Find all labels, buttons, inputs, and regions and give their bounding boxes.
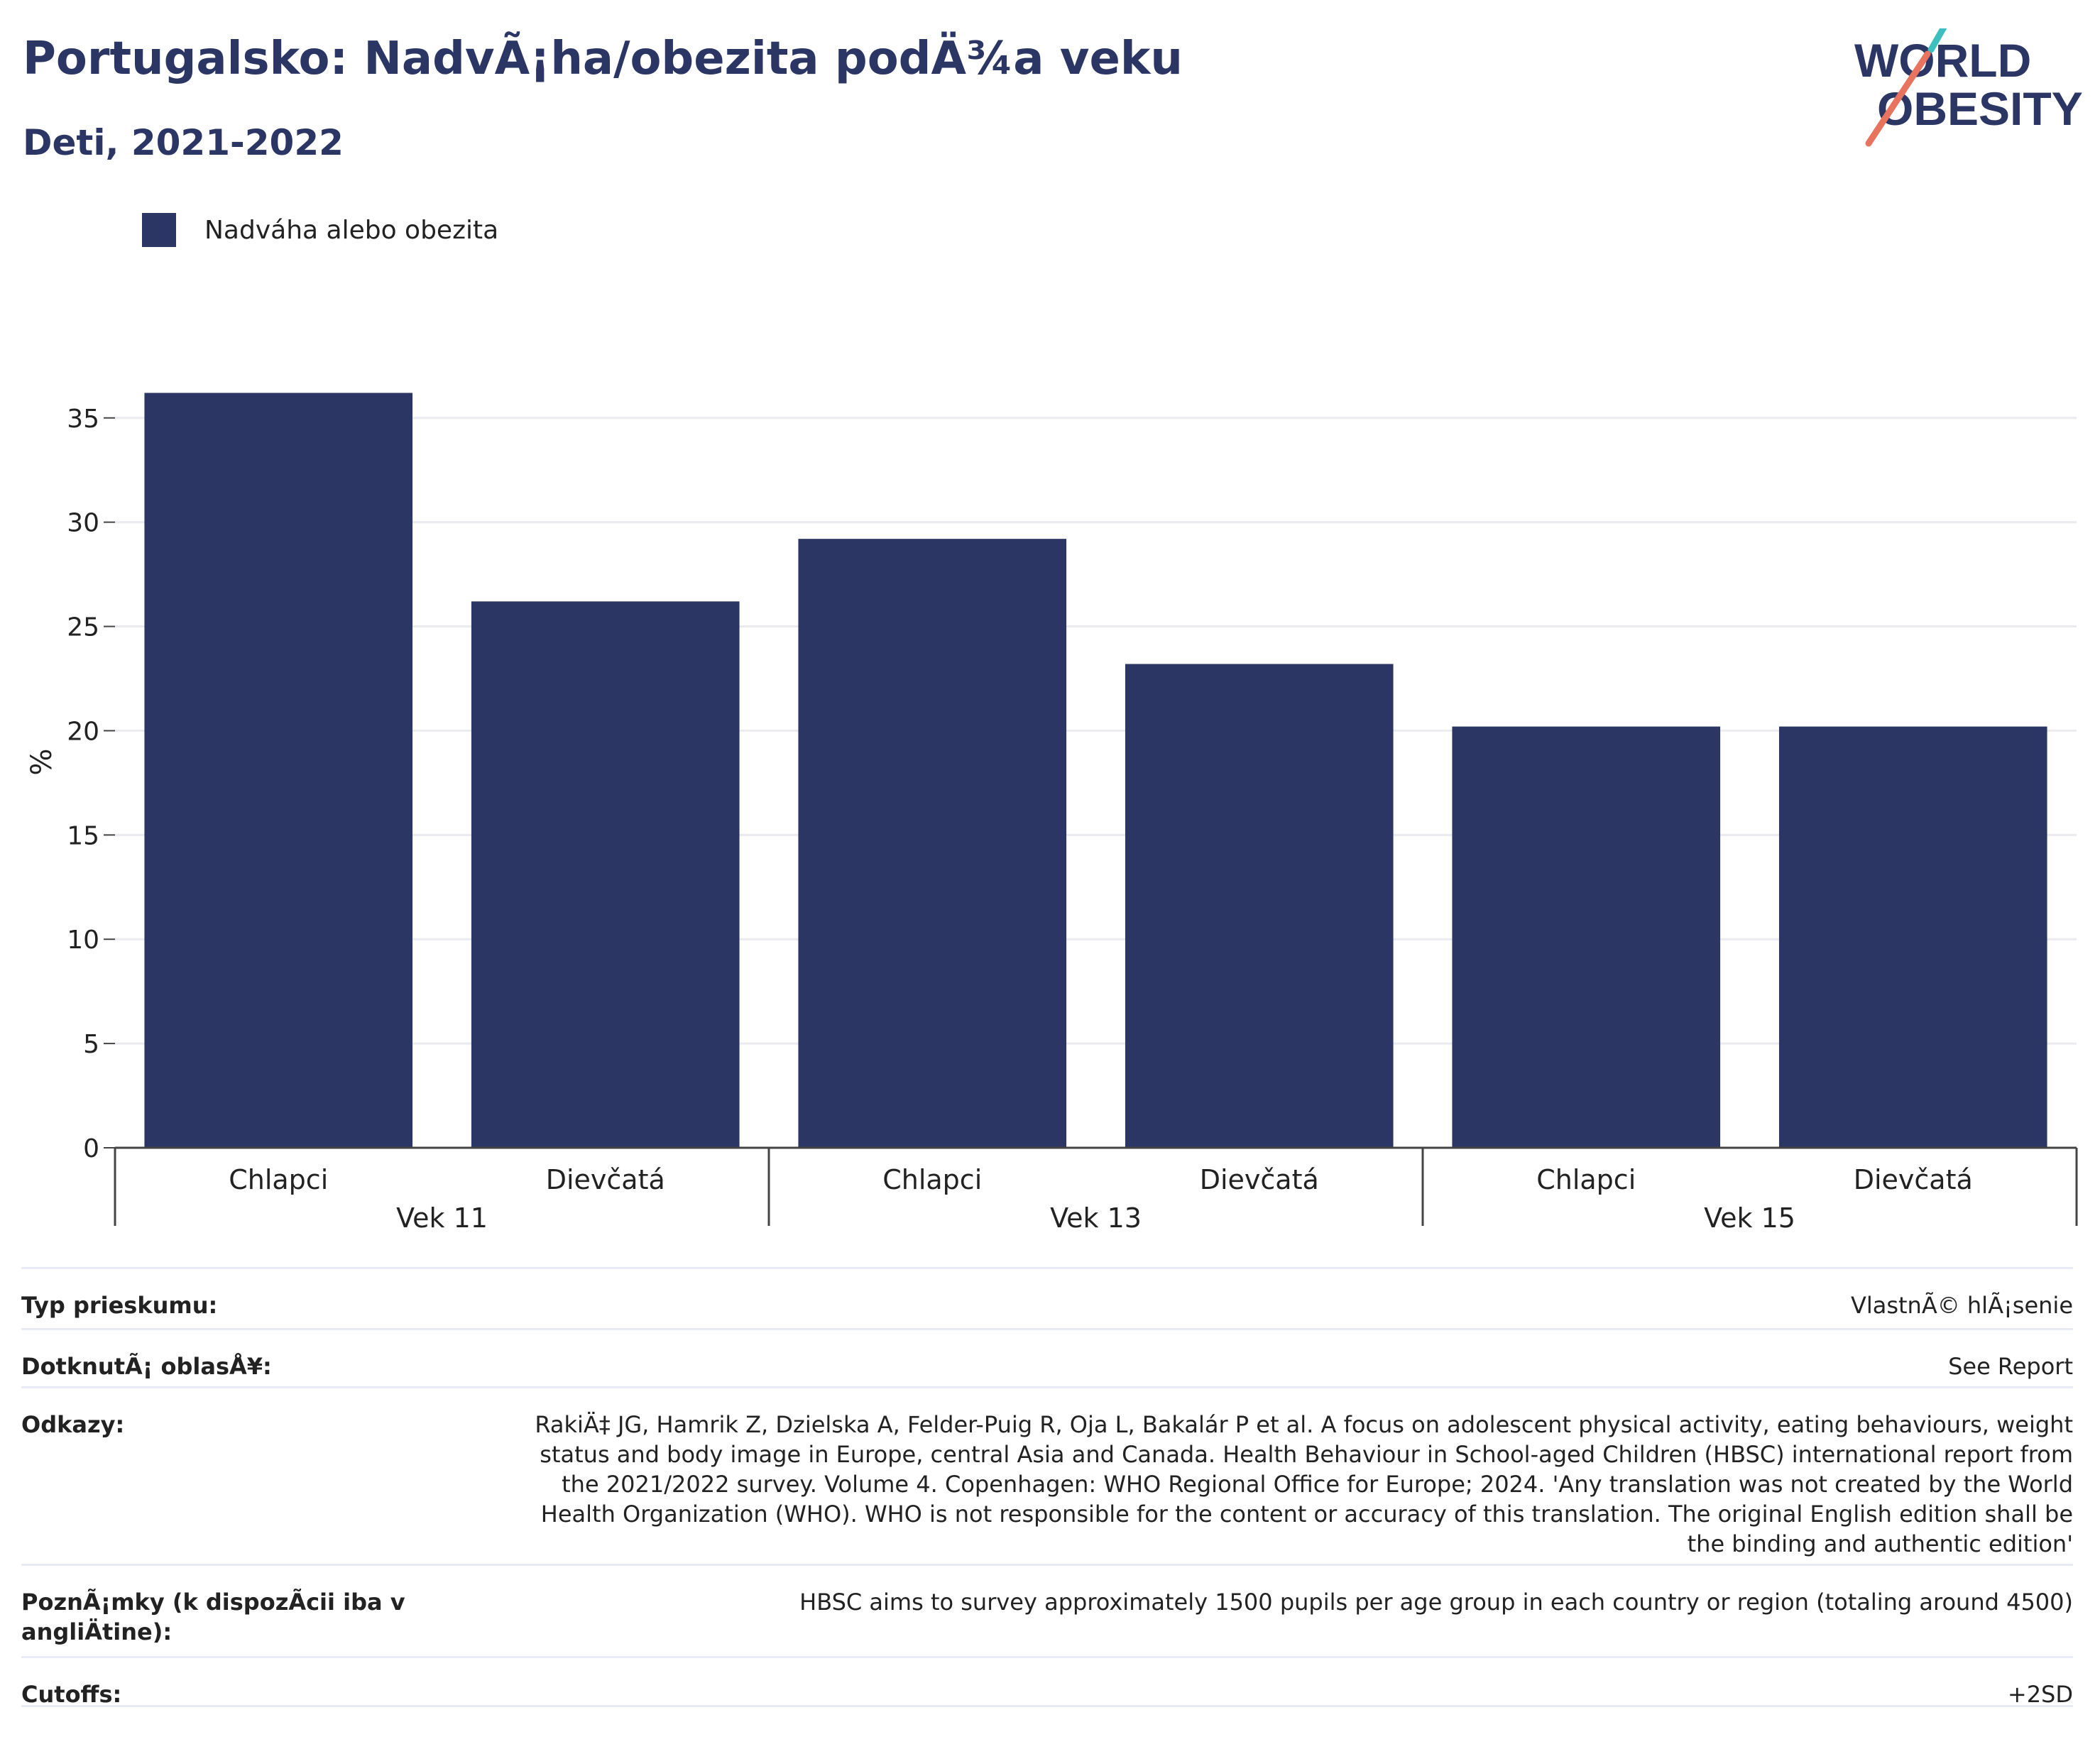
- info-row: Cutoffs: +2SD: [21, 1656, 2073, 1708]
- bar: [1452, 726, 1721, 1148]
- x-category-label: Chlapci: [229, 1164, 328, 1195]
- world-obesity-logo: WORLD OBESITY: [1854, 28, 2083, 147]
- x-category-label: Chlapci: [882, 1164, 982, 1195]
- x-group-label: Vek 15: [1704, 1202, 1795, 1234]
- info-row-value: VlastnÃ© hlÃ¡senie: [1850, 1292, 2073, 1319]
- x-category-label: Chlapci: [1536, 1164, 1636, 1195]
- info-row-label: Odkazy:: [21, 1411, 125, 1438]
- bar: [144, 393, 413, 1148]
- y-tick-label: 30: [67, 509, 99, 538]
- info-row: DotknutÃ¡ oblasÅ¥: See Report: [21, 1328, 2073, 1386]
- bar: [471, 601, 740, 1148]
- bar-chart: 0 5 10 15 20 25 30 35% Chlapci Dievčatá Vek 11 Chla…: [26, 393, 2078, 1234]
- bar: [1125, 664, 1394, 1148]
- chart-subtitle: Deti, 2021-2022: [23, 122, 344, 163]
- legend-swatch: [142, 213, 176, 247]
- logo-slash-coral: [1865, 50, 1931, 147]
- info-row-value: HBSC aims to survey approximately 1500 p…: [799, 1589, 2073, 1616]
- info-row: Odkazy: RakiÄ‡ JG, Hamrik Z, Dzielska A, …: [21, 1386, 2073, 1564]
- info-row-label: Cutoffs:: [21, 1681, 122, 1708]
- y-tick-label: 15: [67, 821, 99, 850]
- bar: [1778, 726, 2047, 1148]
- y-axis-label: %: [26, 748, 58, 775]
- info-row-label: DotknutÃ¡ oblasÅ¥:: [21, 1353, 272, 1380]
- y-tick-label: 0: [83, 1134, 99, 1163]
- y-tick-label: 5: [83, 1030, 99, 1059]
- bar: [798, 539, 1067, 1148]
- info-row: PoznÃ¡mky (k dispozÃcii iba v angliÄtine…: [21, 1564, 2073, 1656]
- logo-slash-teal: [1927, 28, 1947, 53]
- logo-word-world: WORLD: [1854, 34, 2031, 87]
- logo-word-obesity: OBESITY: [1877, 82, 2083, 135]
- x-category-label: Dievčatá: [546, 1164, 665, 1195]
- x-category-label: Dievčatá: [1200, 1164, 1319, 1195]
- x-category-label: Dievčatá: [1854, 1164, 1973, 1195]
- info-row: Typ prieskumu: VlastnÃ© hlÃ¡senie: [21, 1267, 2073, 1328]
- info-row-label: PoznÃ¡mky (k dispozÃcii iba v angliÄtine…: [21, 1589, 405, 1645]
- x-group-label: Vek 11: [396, 1202, 488, 1234]
- info-row-value: See Report: [1948, 1353, 2073, 1380]
- info-row-value: RakiÄ‡ JG, Hamrik Z, Dzielska A, Felder-…: [535, 1411, 2073, 1557]
- legend-label: Nadváha alebo obezita: [204, 215, 499, 245]
- info-row-value: +2SD: [2007, 1681, 2073, 1708]
- chart-legend: Nadváha alebo obezita: [142, 213, 498, 247]
- x-group-label: Vek 13: [1050, 1202, 1142, 1234]
- y-tick-label: 35: [67, 405, 99, 434]
- chart-title: Portugalsko: NadvÃ¡ha/obezita podÄ¾a vek…: [23, 33, 1183, 85]
- y-tick-label: 25: [67, 613, 99, 642]
- y-tick-label: 10: [67, 926, 99, 955]
- info-row-label: Typ prieskumu:: [21, 1292, 218, 1319]
- info-table: Typ prieskumu: VlastnÃ© hlÃ¡senie DotknutÃ…: [21, 1267, 2073, 1708]
- y-tick-label: 20: [67, 717, 99, 746]
